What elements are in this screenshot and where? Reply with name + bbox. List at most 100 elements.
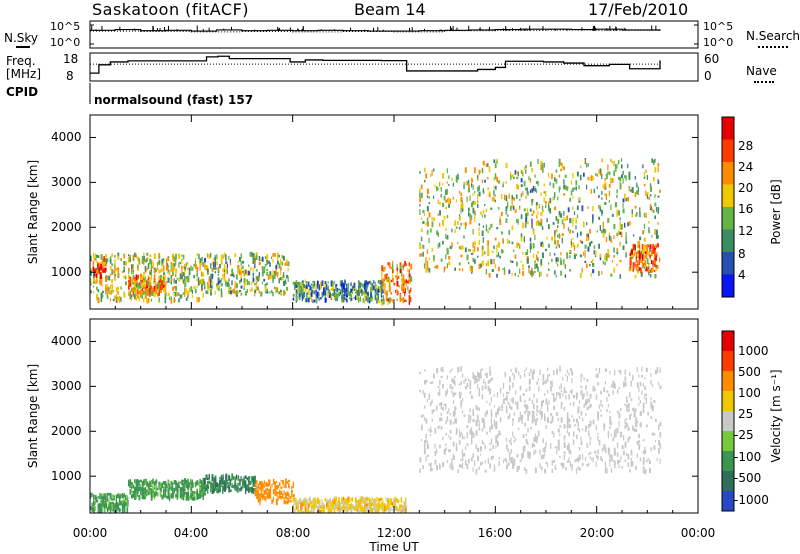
power-cell xyxy=(514,170,517,175)
noise-sky-line xyxy=(90,28,661,32)
velocity-cell xyxy=(245,489,247,494)
power-cell xyxy=(223,252,226,257)
power-cbar-frame xyxy=(721,116,735,298)
power-cell xyxy=(477,203,479,208)
velocity-cell xyxy=(269,488,272,494)
velocity-cbar-swatch xyxy=(722,471,734,492)
velocity-cell xyxy=(521,415,523,422)
velocity-cell xyxy=(201,487,204,491)
power-cell xyxy=(370,298,372,302)
velocity-cell xyxy=(472,453,474,458)
velocity-cell xyxy=(452,411,455,417)
power-cell xyxy=(178,292,180,296)
power-cell xyxy=(520,178,523,183)
velocity-cell xyxy=(279,494,281,499)
velocity-cell xyxy=(229,478,232,482)
power-cell xyxy=(220,288,223,293)
power-cell xyxy=(551,236,554,241)
velocity-cell xyxy=(434,443,436,449)
power-cell xyxy=(106,295,109,299)
velocity-cell xyxy=(658,440,660,446)
power-cell xyxy=(461,203,464,209)
velocity-cell xyxy=(624,376,627,381)
velocity-cell xyxy=(537,386,540,389)
velocity-cell xyxy=(304,506,307,513)
velocity-cell xyxy=(99,503,102,509)
velocity-cell xyxy=(320,505,322,509)
velocity-cell xyxy=(167,488,169,492)
power-cell xyxy=(150,271,152,276)
power-cell xyxy=(485,269,488,275)
velocity-cell xyxy=(280,479,282,482)
power-cell xyxy=(255,276,258,281)
velocity-cell xyxy=(504,458,507,462)
power-cell xyxy=(616,213,618,217)
power-cell xyxy=(576,232,579,238)
power-cell xyxy=(264,256,267,259)
power-cell xyxy=(635,264,638,270)
velocity-cell xyxy=(252,479,255,485)
velocity-cell xyxy=(338,497,340,504)
power-cell xyxy=(143,274,145,279)
velocity-cell xyxy=(610,467,613,473)
power-cell xyxy=(217,281,220,285)
velocity-cell xyxy=(117,505,119,512)
power-cell xyxy=(449,198,451,205)
velocity-cell xyxy=(536,417,539,421)
power-cell xyxy=(649,185,652,188)
power-cell xyxy=(558,233,561,239)
power-cell xyxy=(229,274,232,277)
power-cell xyxy=(97,298,100,303)
velocity-cell xyxy=(202,489,204,495)
power-cell xyxy=(505,206,508,212)
power-cell xyxy=(109,298,111,302)
velocity-cell xyxy=(550,380,552,386)
power-cell xyxy=(472,242,474,248)
velocity-cell xyxy=(650,380,652,385)
velocity-cell xyxy=(498,407,500,410)
power-cell xyxy=(143,279,145,284)
vel-cbar-tick-neg500: -500 xyxy=(734,471,762,485)
power-cell xyxy=(494,237,497,241)
power-cell xyxy=(446,181,448,184)
power-cell xyxy=(478,191,481,197)
power-cell xyxy=(586,222,588,226)
power-cell xyxy=(510,205,512,211)
power-cell xyxy=(570,240,572,246)
power-cell xyxy=(191,267,194,271)
velocity-cell xyxy=(495,445,497,449)
power-cell xyxy=(283,281,285,284)
power-cell xyxy=(172,262,174,269)
power-cell xyxy=(586,235,588,242)
power-cell xyxy=(575,180,578,186)
velocity-cell xyxy=(647,458,650,461)
velocity-cell xyxy=(318,502,321,507)
velocity-cell xyxy=(475,379,478,383)
power-cell xyxy=(135,255,137,259)
velocity-cell xyxy=(452,441,455,447)
velocity-cell xyxy=(481,439,483,445)
power-cell xyxy=(526,191,529,196)
power-cell xyxy=(106,287,109,292)
power-cell xyxy=(405,279,407,283)
power-cell xyxy=(341,295,343,300)
power-cell xyxy=(481,248,484,255)
velocity-cell xyxy=(359,497,362,500)
power-cell xyxy=(280,270,282,276)
time-tick-0: 00:00 xyxy=(72,526,108,540)
velocity-cell xyxy=(211,482,214,486)
velocity-cell xyxy=(217,489,220,492)
velocity-cell xyxy=(291,492,293,497)
power-cell xyxy=(248,281,250,285)
velocity-cell xyxy=(642,466,645,470)
velocity-cell xyxy=(489,442,491,446)
power-cell xyxy=(270,274,273,279)
velocity-cell xyxy=(542,447,544,453)
power-cell xyxy=(520,260,522,263)
power-cell xyxy=(298,287,300,293)
velocity-cell xyxy=(653,433,656,436)
velocity-cell xyxy=(358,500,360,504)
power-cell xyxy=(561,219,564,225)
velocity-cell xyxy=(536,438,538,444)
power-cell xyxy=(445,254,447,260)
